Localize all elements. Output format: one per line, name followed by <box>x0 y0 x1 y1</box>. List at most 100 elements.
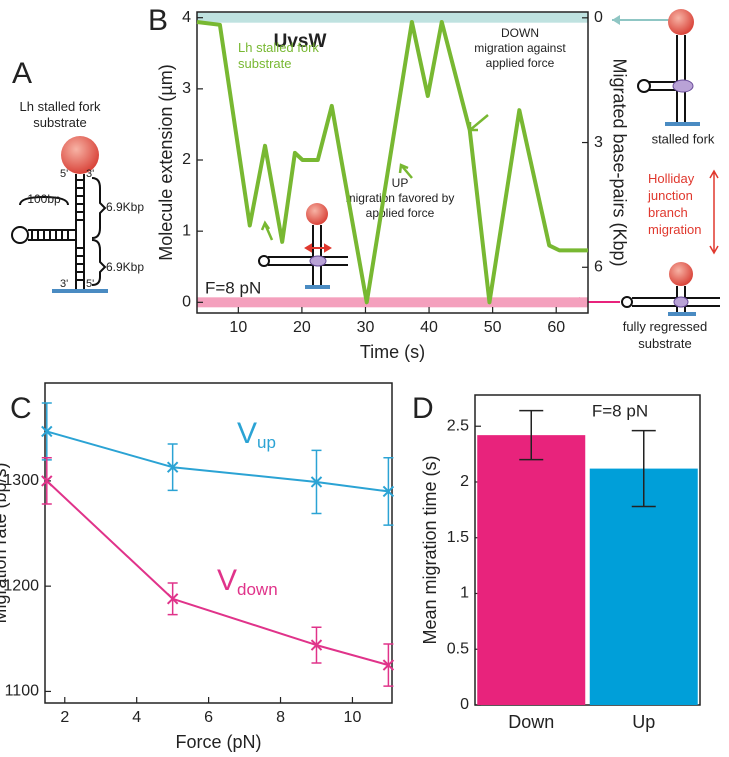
line: substrate <box>33 115 86 130</box>
state-label: Holliday junction branch migration <box>647 171 701 237</box>
panel-letter: C <box>10 392 32 425</box>
y-tick-label: 0 <box>460 696 469 713</box>
y2-tick-label: 3 <box>594 134 603 151</box>
y2-axis-label: Migrated base-pairs (Kbp) <box>609 58 629 266</box>
marker <box>41 425 53 438</box>
bead <box>306 203 328 225</box>
y-tick-label: 1300 <box>3 472 39 489</box>
band <box>197 12 588 23</box>
line: substrate <box>638 336 691 351</box>
y-axis-label: Mean migration time (s) <box>420 455 440 644</box>
x-tick-label: 30 <box>357 319 375 336</box>
diagram-title: Lh stalled fork substrate <box>20 99 101 130</box>
hairpin <box>637 79 651 93</box>
bar <box>589 468 698 705</box>
error-bar <box>631 429 656 508</box>
y-axis-label: Molecule extension (µm) <box>156 64 176 260</box>
marker <box>310 476 323 488</box>
diagram-a: Lh stalled fork substrate 5' 3' 100bp 6.9… <box>11 99 144 293</box>
marker <box>166 461 179 473</box>
series-line <box>196 19 588 305</box>
x-tick-label: 60 <box>547 319 565 336</box>
annotation: UP migration favored by applied force <box>346 176 455 220</box>
arrowhead <box>612 15 620 25</box>
y-tick-label: 0.5 <box>447 640 469 657</box>
arrow <box>709 169 719 255</box>
annotation-line: DOWN <box>501 26 539 40</box>
state-label: stalled fork <box>652 131 715 146</box>
enzyme <box>673 296 689 308</box>
y-tick-label: 2 <box>182 151 191 168</box>
marker <box>382 659 395 671</box>
arm <box>28 229 76 241</box>
y-tick-label: 1 <box>182 222 191 239</box>
annotation-line: applied force <box>486 56 555 70</box>
end-label: 5' <box>86 278 94 290</box>
y-tick-label: 2.5 <box>447 417 469 434</box>
x-tick-label: Up <box>632 712 655 732</box>
hairpin <box>11 226 29 244</box>
x-tick-label: 10 <box>229 319 247 336</box>
panel-letter: B <box>148 4 168 37</box>
y2-tick-label: 0 <box>594 9 603 26</box>
brace <box>19 195 69 206</box>
base-pairs <box>76 179 84 281</box>
end-label: 3' <box>86 168 94 180</box>
x-tick-label: 2 <box>60 709 69 726</box>
series-line <box>46 430 389 493</box>
annotation-line: applied force <box>366 206 435 220</box>
y-tick-label: 2 <box>460 473 469 490</box>
annotation: F=8 pN <box>205 278 261 297</box>
x-tick-label: 6 <box>204 709 213 726</box>
y2-tick-label: 6 <box>594 258 603 275</box>
enzyme <box>672 79 694 93</box>
line: branch <box>648 205 688 220</box>
pointer <box>468 114 489 132</box>
annotation-line: UP <box>392 176 409 190</box>
state-label: fully regressed substrate <box>623 319 708 351</box>
diagram-b: stalled fork Holliday junction branch migra… <box>572 9 720 351</box>
line: migration <box>648 222 701 237</box>
y-tick-label: 1200 <box>3 577 39 594</box>
brace <box>91 177 107 286</box>
error-bar <box>519 409 544 461</box>
plot-frame <box>196 11 589 314</box>
band <box>197 297 588 308</box>
legend-name: V <box>217 564 237 597</box>
arrow <box>304 243 332 253</box>
legend-subscript: up <box>257 433 276 452</box>
chart-title: UvsW <box>274 31 327 52</box>
strand <box>649 35 686 122</box>
bead <box>669 262 693 286</box>
line: Lh stalled fork <box>20 99 101 114</box>
end-label: 3' <box>60 278 68 290</box>
plot-frame <box>44 382 393 704</box>
arm-label: 100bp <box>27 192 61 206</box>
x-tick-label: 8 <box>276 709 285 726</box>
enzyme <box>309 255 327 267</box>
x-tick-label: 4 <box>132 709 141 726</box>
series-line <box>46 480 389 667</box>
marker <box>166 593 179 605</box>
end-label: 5' <box>60 168 68 180</box>
plot-frame <box>474 394 701 706</box>
annotation: DOWN migration against applied force <box>474 26 566 70</box>
length-label: 6.9Kbp <box>106 260 144 274</box>
line: fully regressed <box>623 319 708 334</box>
legend-label: Lh stalled fork substrate <box>238 40 319 71</box>
panel-letter: A <box>12 57 32 90</box>
y-tick-label: 1100 <box>5 683 40 700</box>
pointer <box>398 163 413 179</box>
y-axis-label: Migration rate (bp/s) <box>0 462 10 623</box>
annotation-line: migration against <box>474 41 566 55</box>
line: junction <box>647 188 693 203</box>
panel-letter: D <box>412 392 434 425</box>
line: Holliday <box>648 171 695 186</box>
annotation: F=8 pN <box>592 401 648 420</box>
x-tick-label: 50 <box>484 319 502 336</box>
y-tick-label: 4 <box>182 9 191 26</box>
bar <box>477 435 586 705</box>
x-tick-label: 40 <box>420 319 438 336</box>
legend-label: Vdown <box>217 564 278 600</box>
